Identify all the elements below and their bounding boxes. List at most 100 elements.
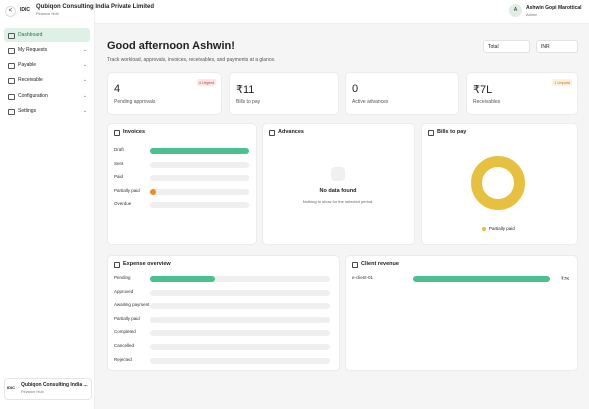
row-label: Cancelled	[114, 343, 135, 348]
panel-icon	[114, 262, 120, 268]
company: Qubiqon Consulting India Private Limited	[36, 4, 155, 10]
nav-item[interactable]: Settings	[18, 108, 37, 114]
panel-title: Bills to pay	[437, 129, 467, 135]
bar-track	[150, 161, 249, 168]
org-card[interactable]	[4, 378, 92, 400]
panel-icon	[269, 130, 275, 136]
panel-icon	[428, 130, 434, 136]
nav-chevron: ⌄	[83, 108, 88, 114]
nav-item[interactable]: My Requests	[18, 47, 48, 53]
row-label: Overdue	[114, 201, 132, 206]
bar-track	[150, 148, 249, 154]
nav-icon	[8, 94, 15, 100]
empty-title: No data found	[319, 188, 357, 194]
empty-note: Nothing to show for the selected period.	[302, 199, 374, 204]
nav-chevron: ⌄	[83, 77, 88, 83]
stat-label: Receivables	[473, 99, 501, 105]
subtitle: Track workload, approvals, invoices, rec…	[107, 57, 276, 63]
greeting: Good afternoon Ashwin!	[107, 40, 235, 52]
bar-track	[150, 330, 330, 337]
bar-track	[413, 276, 550, 282]
stat-value: ₹7L	[473, 84, 493, 96]
bar-track	[150, 276, 330, 282]
logo: IDIC	[20, 7, 30, 13]
nav-chevron: ⌄	[83, 93, 88, 99]
donut	[471, 156, 525, 210]
stat-value: 0	[352, 83, 359, 95]
filter-label: Total	[488, 44, 499, 50]
stat-badge: 1 Unpaid	[551, 79, 572, 86]
panel	[421, 123, 578, 245]
bar	[150, 276, 215, 282]
row-label: Partially paid	[114, 315, 140, 321]
panel	[262, 123, 415, 245]
row-label: Approved	[114, 288, 134, 294]
org-name: Qubiqon Consulting India ...	[21, 382, 88, 388]
legend-dot	[482, 227, 486, 231]
bar-track	[150, 344, 330, 350]
row-label: Completed	[114, 329, 136, 335]
panel-icon	[114, 130, 120, 136]
stat-label: Bills to pay	[236, 99, 261, 105]
stat-label: Active advances	[352, 99, 389, 105]
panel-title: Client revenue	[361, 261, 399, 267]
row-label: Partially paid	[114, 187, 140, 193]
row-label: Rejected	[114, 356, 132, 362]
bar-track	[150, 316, 330, 323]
panel-title: Advances	[278, 129, 304, 135]
nav-item[interactable]: Configuration	[18, 93, 48, 99]
row-label: Sent	[114, 160, 124, 166]
panel-icon	[352, 262, 358, 268]
nav-item[interactable]: Receivable	[18, 77, 43, 83]
stat-badge: 4 Urgent	[196, 79, 216, 86]
avatar[interactable]: A	[509, 4, 522, 17]
app-name: Finance Hub	[36, 11, 59, 16]
stat-value: 4	[114, 83, 121, 95]
bar	[150, 188, 156, 195]
stat-value: ₹11	[236, 84, 255, 96]
filter-select[interactable]	[483, 40, 530, 53]
panel-title: Expense overview	[123, 261, 171, 267]
bar-track	[150, 202, 249, 208]
bar	[150, 148, 249, 154]
revenue-amount: ₹7K	[561, 276, 570, 281]
panel	[345, 255, 578, 371]
panel	[107, 255, 340, 371]
back-button[interactable]: <	[5, 6, 16, 17]
row-label: Pending	[114, 275, 131, 280]
nav-chevron: ⌄	[83, 47, 88, 53]
empty-icon	[331, 167, 345, 181]
slice	[471, 156, 525, 210]
filter-label: INR	[541, 44, 550, 50]
stat-card	[345, 72, 459, 115]
stat-label: Pending approvals	[114, 99, 156, 105]
stat-card	[229, 72, 339, 115]
bar-track	[150, 175, 249, 181]
sidebar	[0, 0, 95, 409]
row-label: Paid	[114, 174, 124, 179]
bar-track	[150, 303, 330, 310]
nav-item[interactable]: Payable	[18, 62, 37, 68]
legend-label: Partially paid	[489, 226, 515, 231]
bar-track	[150, 188, 249, 195]
panel	[107, 123, 257, 245]
nav-active	[4, 28, 90, 42]
bar	[413, 276, 550, 282]
row-label: Draft	[114, 147, 124, 152]
filter-select[interactable]	[536, 40, 578, 53]
nav-icon	[8, 33, 15, 39]
org-app: Finance Hub	[21, 389, 44, 394]
panel-title: Invoices	[123, 129, 146, 135]
user-role: Admin	[526, 12, 538, 17]
bar-track	[150, 357, 330, 364]
top-bar	[95, 0, 589, 24]
nav-icon	[8, 63, 15, 69]
row-label: e-client-01	[352, 275, 374, 280]
user-name: Ashwin Gopi Marottical	[526, 5, 582, 11]
nav-item[interactable]: Dashboard	[18, 32, 43, 38]
org-logo: IDIC	[7, 385, 15, 390]
bar-track	[150, 289, 330, 296]
nav-icon	[8, 109, 15, 115]
